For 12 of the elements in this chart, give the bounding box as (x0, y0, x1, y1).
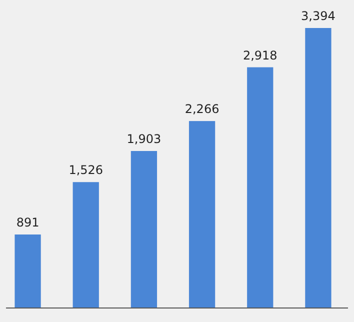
data-label: 891 (16, 215, 40, 230)
data-label: 1,526 (68, 163, 104, 178)
bar (130, 151, 158, 308)
bar (72, 182, 99, 308)
bar (305, 28, 332, 308)
bar (14, 234, 41, 308)
data-label: 2,918 (242, 48, 278, 62)
bar (188, 121, 216, 308)
data-label: 3,394 (301, 9, 336, 23)
bar (247, 67, 274, 308)
data-label: 2,266 (184, 102, 220, 116)
data-label: 1,903 (126, 132, 162, 146)
